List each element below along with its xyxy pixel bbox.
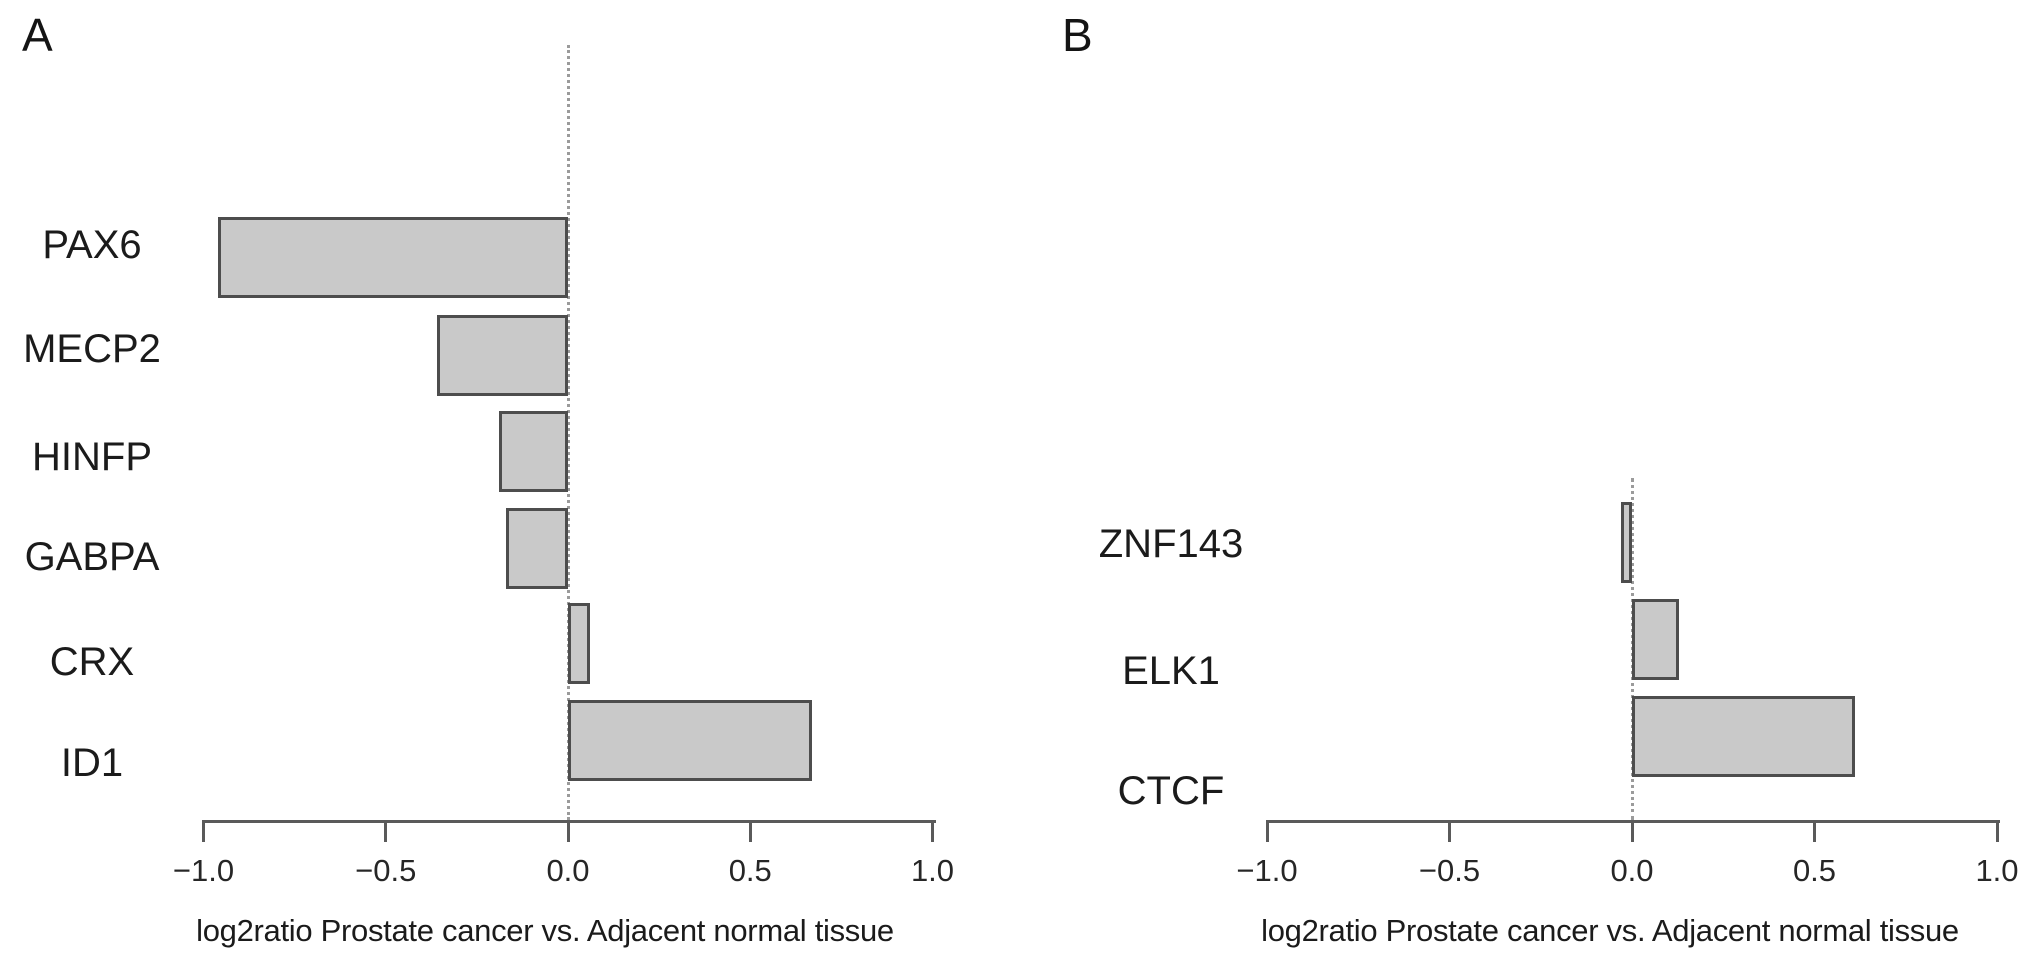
bar-crx bbox=[568, 602, 590, 684]
gene-label-znf143: ZNF143 bbox=[1098, 522, 1244, 566]
bar-pax6 bbox=[218, 216, 568, 298]
x-axis-tick-label: 1.0 bbox=[910, 853, 955, 888]
x-axis-tick bbox=[1813, 820, 1816, 842]
x-axis-tick-label: −1.0 bbox=[172, 853, 235, 888]
gene-label-ctcf: CTCF bbox=[1117, 769, 1225, 813]
bar-ctcf bbox=[1632, 695, 1855, 777]
x-axis-line bbox=[203, 820, 936, 823]
gene-label-hinfp: HINFP bbox=[32, 435, 152, 479]
x-axis-tick-label: 1.0 bbox=[1975, 853, 2019, 888]
x-axis-line bbox=[1267, 820, 2000, 823]
x-axis-title: log2ratio Prostate cancer vs. Adjacent n… bbox=[1261, 913, 1959, 948]
bar-mecp2 bbox=[436, 314, 568, 396]
x-axis-tick bbox=[931, 820, 934, 842]
x-axis-tick-label: 0.0 bbox=[1610, 853, 1654, 888]
x-axis-tick-label: −0.5 bbox=[355, 853, 417, 888]
bar-gabpa bbox=[506, 507, 568, 589]
bar-znf143 bbox=[1621, 501, 1632, 583]
bar-id1 bbox=[568, 699, 813, 781]
x-axis-tick bbox=[1448, 820, 1451, 842]
x-axis-tick-label: −1.0 bbox=[1236, 853, 1298, 888]
x-axis-tick bbox=[384, 820, 388, 842]
x-axis-tick-label: 0.0 bbox=[546, 853, 590, 888]
x-axis-tick-label: 0.5 bbox=[728, 853, 772, 888]
gene-label-crx: CRX bbox=[49, 640, 135, 684]
bar-hinfp bbox=[498, 410, 568, 492]
x-axis-tick bbox=[1630, 820, 1634, 842]
gene-label-elk1: ELK1 bbox=[1122, 649, 1220, 693]
x-axis-tick bbox=[1995, 820, 1999, 842]
gene-label-gabpa: GABPA bbox=[24, 535, 160, 579]
x-axis-tick bbox=[1265, 820, 1269, 842]
x-axis-tick bbox=[748, 820, 752, 842]
x-axis-tick-label: 0.5 bbox=[1792, 853, 1837, 888]
x-axis-tick-label: −0.5 bbox=[1418, 853, 1481, 888]
bar-elk1 bbox=[1632, 598, 1680, 680]
gene-label-pax6: PAX6 bbox=[42, 223, 142, 267]
x-axis-tick bbox=[566, 820, 570, 842]
x-axis-title: log2ratio Prostate cancer vs. Adjacent n… bbox=[196, 913, 894, 948]
panel-label: B bbox=[1062, 9, 1093, 61]
gene-label-id1: ID1 bbox=[60, 741, 124, 785]
x-axis-tick bbox=[202, 820, 205, 842]
panel-label: A bbox=[22, 9, 53, 61]
zero-reference-line bbox=[566, 45, 570, 820]
gene-label-mecp2: MECP2 bbox=[23, 327, 161, 371]
